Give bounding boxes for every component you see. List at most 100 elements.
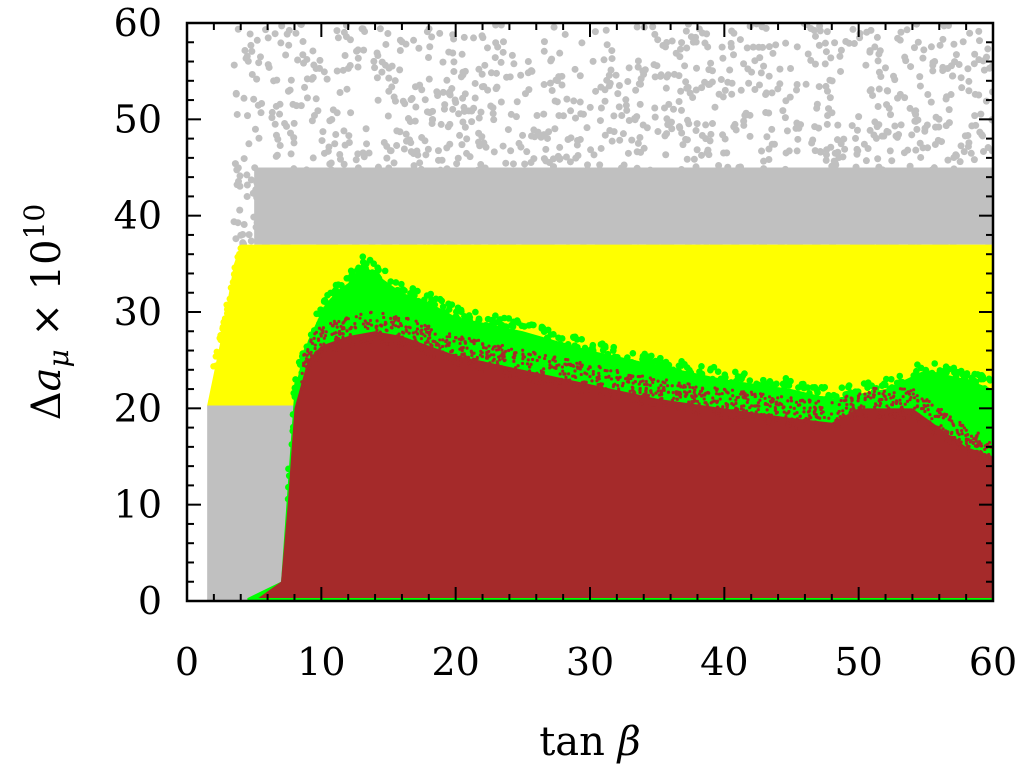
brown-point	[597, 374, 601, 378]
gray-point	[354, 229, 362, 237]
gray-point	[586, 103, 594, 111]
gray-point	[822, 220, 830, 228]
gray-point	[404, 115, 412, 123]
gray-point	[837, 140, 845, 148]
gray-point	[520, 174, 528, 182]
gray-point	[692, 86, 700, 94]
gray-point	[502, 206, 510, 214]
brown-point	[684, 404, 688, 408]
brown-point	[837, 402, 841, 407]
gray-point	[635, 183, 643, 191]
brown-point	[365, 341, 370, 345]
brown-point	[894, 401, 899, 406]
gray-point	[927, 43, 935, 51]
gray-point	[787, 203, 795, 211]
brown-point	[398, 335, 402, 339]
brown-point	[567, 379, 571, 383]
brown-point	[572, 384, 576, 388]
gray-point	[468, 225, 476, 233]
brown-point	[631, 381, 635, 385]
brown-point	[299, 390, 304, 394]
gray-point	[623, 175, 631, 183]
gray-point	[671, 177, 679, 185]
gray-point	[846, 208, 854, 216]
brown-point	[773, 408, 777, 412]
gray-point	[689, 201, 697, 209]
green-point	[508, 321, 515, 329]
gray-point	[274, 135, 282, 143]
brown-point	[837, 424, 841, 429]
brown-point	[742, 420, 747, 424]
brown-point	[712, 412, 717, 416]
gray-point	[906, 238, 914, 246]
gray-point	[898, 201, 906, 209]
yellow-point	[221, 315, 229, 322]
green-point	[922, 366, 930, 374]
brown-point	[715, 400, 719, 405]
gray-point	[883, 227, 891, 235]
gray-point	[382, 40, 390, 48]
brown-point	[342, 325, 346, 330]
green-point	[514, 319, 522, 326]
brown-point	[978, 453, 982, 457]
brown-point	[305, 353, 309, 357]
gray-point	[633, 148, 641, 156]
gray-point	[965, 87, 973, 95]
gray-point	[573, 235, 581, 243]
green-point	[439, 303, 447, 311]
brown-point	[721, 405, 725, 409]
brown-point	[361, 322, 365, 326]
brown-point	[471, 357, 476, 361]
brown-point	[657, 386, 661, 390]
gray-point	[776, 218, 784, 226]
gray-point	[720, 175, 728, 183]
green-point	[928, 369, 936, 377]
gray-point	[511, 187, 519, 195]
brown-point	[460, 348, 464, 353]
gray-point	[270, 190, 278, 198]
gray-point	[763, 189, 771, 197]
gray-point	[608, 137, 616, 145]
gray-point	[642, 235, 650, 243]
brown-point	[795, 411, 799, 415]
brown-point	[500, 343, 505, 348]
brown-point	[734, 416, 738, 420]
gray-point	[636, 231, 644, 239]
green-point	[290, 389, 298, 397]
gray-point	[793, 43, 801, 51]
gray-point	[403, 219, 411, 227]
gray-point	[685, 219, 693, 227]
gray-point	[971, 112, 979, 120]
brown-point	[431, 339, 435, 344]
gray-point	[879, 171, 887, 179]
gray-point	[551, 97, 559, 105]
green-point	[359, 253, 367, 261]
gray-point	[573, 182, 581, 190]
gray-point	[735, 234, 743, 242]
gray-point	[745, 216, 753, 224]
brown-point	[481, 342, 485, 347]
gray-point	[816, 203, 824, 211]
brown-point	[429, 328, 433, 332]
gray-point	[975, 27, 983, 35]
gray-point	[894, 178, 902, 186]
gray-point	[278, 23, 286, 30]
brown-point	[391, 320, 395, 324]
gray-point	[341, 173, 349, 181]
brown-point	[597, 383, 601, 387]
brown-point	[399, 339, 403, 343]
gray-point	[639, 219, 647, 227]
gray-point	[877, 193, 885, 201]
gray-point	[597, 104, 605, 112]
brown-point	[988, 455, 992, 459]
brown-point	[969, 439, 973, 443]
brown-point	[719, 416, 724, 420]
brown-point	[955, 428, 959, 433]
gray-point	[772, 41, 780, 49]
gray-point	[587, 206, 595, 214]
gray-point	[471, 79, 479, 87]
gray-point	[318, 227, 326, 235]
gray-point	[581, 237, 589, 245]
brown-point	[553, 380, 557, 384]
brown-point	[609, 369, 613, 373]
